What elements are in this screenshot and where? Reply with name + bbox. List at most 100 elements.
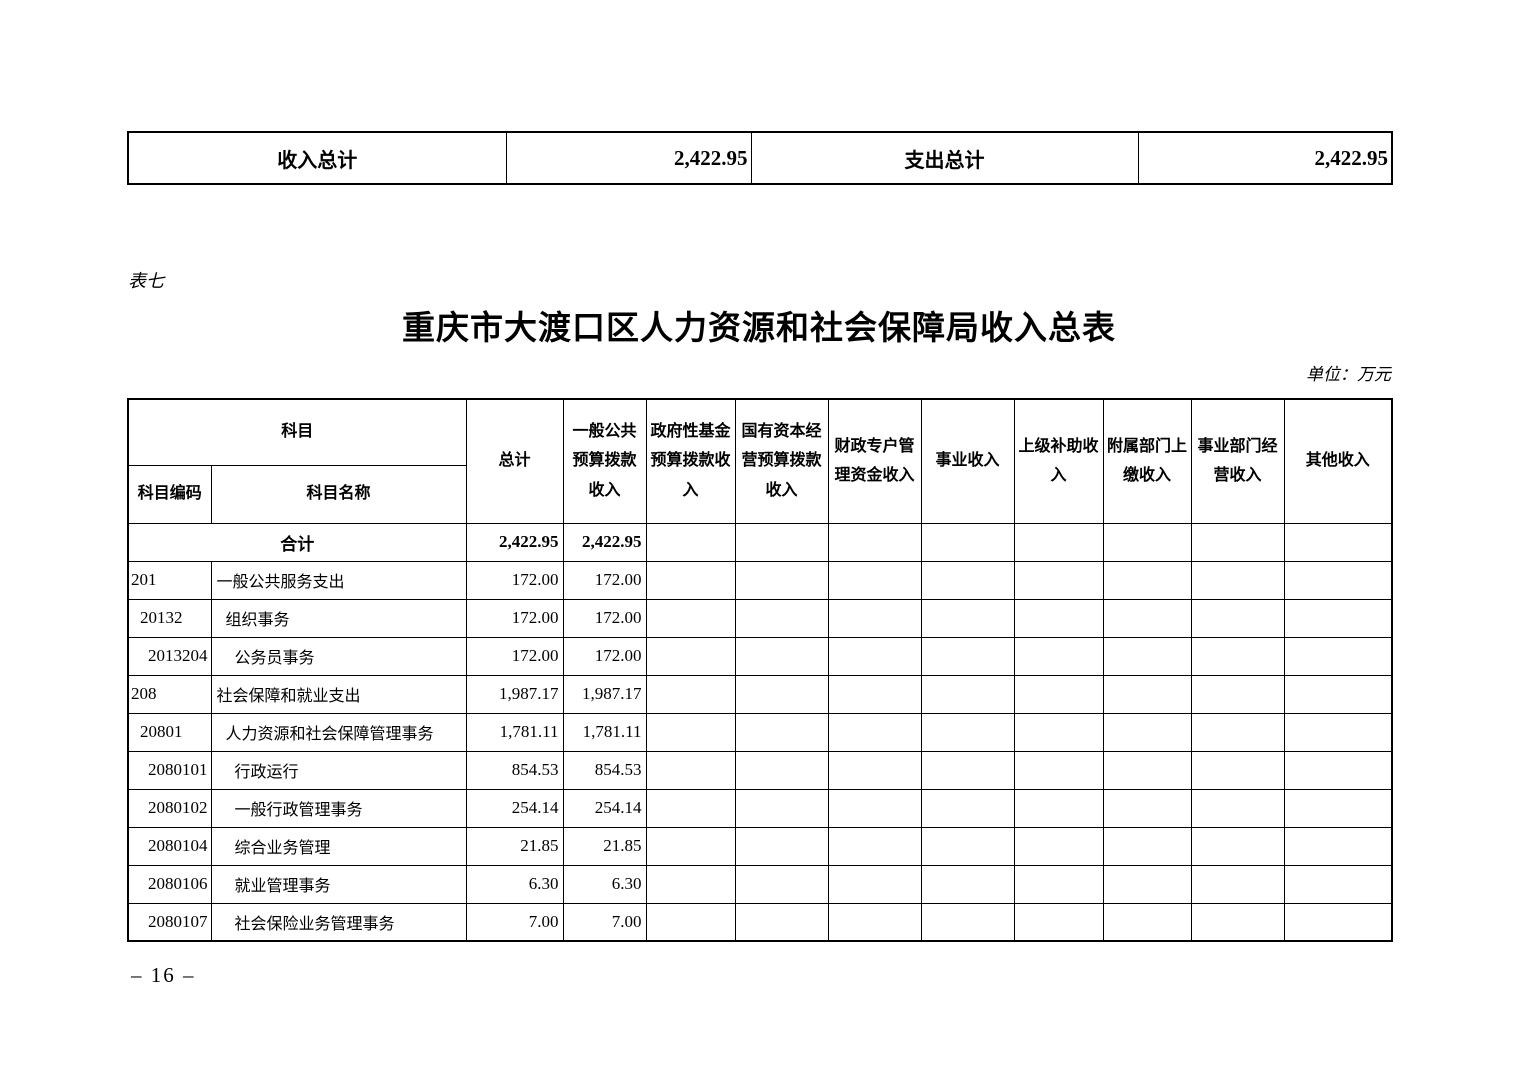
expense-total-value: 2,422.95 <box>1137 131 1393 185</box>
income-detail-table: 科目 总计 一般公共预算拨款收入 政府性基金预算拨款收入 国有资本经营预算拨款收… <box>127 398 1394 942</box>
value-cell: 6.30 <box>562 864 647 904</box>
value-cell <box>645 864 736 904</box>
value-cell: 172.00 <box>465 636 564 676</box>
total-value-cell <box>734 522 829 562</box>
total-value-cell: 2,422.95 <box>465 522 564 562</box>
column-header-fiscal-account: 财政专户管理资金收入 <box>827 398 922 524</box>
value-cell <box>827 712 922 752</box>
header-row-1: 科目 总计 一般公共预算拨款收入 政府性基金预算拨款收入 国有资本经营预算拨款收… <box>127 398 1393 524</box>
value-cell <box>1283 864 1393 904</box>
value-cell <box>1102 750 1192 790</box>
value-cell <box>734 560 829 600</box>
value-cell <box>734 598 829 638</box>
value-cell <box>827 560 922 600</box>
value-cell <box>920 864 1015 904</box>
value-cell <box>1190 560 1285 600</box>
main-table-body: 合计 2,422.95 2,422.95 201 一般公共服务支出 172.00… <box>127 522 1393 942</box>
value-cell <box>920 902 1015 942</box>
column-header-operating-income: 事业部门经营收入 <box>1190 398 1285 524</box>
subject-name-cell: 一般公共服务支出 <box>210 560 467 600</box>
income-total-value: 2,422.95 <box>505 131 752 185</box>
value-cell <box>920 674 1015 714</box>
table-row: 2080106 就业管理事务 6.30 6.30 <box>127 864 1393 904</box>
subject-name-header: 科目名称 <box>210 464 467 524</box>
subject-code-cell: 208 <box>127 674 212 714</box>
column-header-general-budget: 一般公共预算拨款收入 <box>562 398 647 524</box>
value-cell <box>920 598 1015 638</box>
subject-name-cell: 一般行政管理事务 <box>210 788 467 828</box>
value-cell <box>920 750 1015 790</box>
value-cell: 7.00 <box>465 902 564 942</box>
subject-code-cell: 2080102 <box>127 788 212 828</box>
value-cell: 1,987.17 <box>562 674 647 714</box>
value-cell <box>827 864 922 904</box>
total-row: 合计 2,422.95 2,422.95 <box>127 522 1393 562</box>
summary-row: 收入总计 2,422.95 支出总计 2,422.95 <box>127 131 1393 185</box>
value-cell <box>645 674 736 714</box>
value-cell <box>827 674 922 714</box>
table-row: 2080104 综合业务管理 21.85 21.85 <box>127 826 1393 866</box>
value-cell <box>645 636 736 676</box>
value-cell <box>920 560 1015 600</box>
total-value-cell <box>1102 522 1192 562</box>
column-header-state-capital: 国有资本经营预算拨款收入 <box>734 398 829 524</box>
value-cell: 172.00 <box>465 598 564 638</box>
table-row: 20801 人力资源和社会保障管理事务 1,781.11 1,781.11 <box>127 712 1393 752</box>
value-cell: 1,781.11 <box>562 712 647 752</box>
value-cell <box>1102 598 1192 638</box>
table-row: 20132 组织事务 172.00 172.00 <box>127 598 1393 638</box>
unit-note: 单位：万元 <box>1306 365 1391 384</box>
value-cell <box>1283 788 1393 828</box>
subject-header: 科目 <box>127 398 467 466</box>
value-cell <box>1102 864 1192 904</box>
value-cell <box>1283 560 1393 600</box>
value-cell <box>1013 598 1104 638</box>
value-cell <box>734 902 829 942</box>
value-cell <box>734 864 829 904</box>
value-cell: 172.00 <box>562 560 647 600</box>
column-header-gov-fund: 政府性基金预算拨款收入 <box>645 398 736 524</box>
value-cell: 172.00 <box>465 560 564 600</box>
total-value-cell <box>1283 522 1393 562</box>
value-cell <box>1102 636 1192 676</box>
value-cell <box>645 902 736 942</box>
column-header-subordinate-remit: 附属部门上缴收入 <box>1102 398 1192 524</box>
value-cell <box>920 826 1015 866</box>
page-title: 重庆市大渡口区人力资源和社会保障局收入总表 <box>402 311 1116 347</box>
value-cell <box>827 636 922 676</box>
subject-name-cell: 公务员事务 <box>210 636 467 676</box>
value-cell <box>1102 674 1192 714</box>
value-cell <box>1190 750 1285 790</box>
value-cell <box>1013 712 1104 752</box>
summary-table: 收入总计 2,422.95 支出总计 2,422.95 <box>127 131 1393 185</box>
total-value-cell <box>920 522 1015 562</box>
table-tag: 表七 <box>128 271 164 291</box>
value-cell <box>1102 788 1192 828</box>
column-header-superior-subsidy: 上级补助收入 <box>1013 398 1104 524</box>
value-cell <box>734 636 829 676</box>
income-total-label: 收入总计 <box>127 131 507 185</box>
value-cell: 254.14 <box>465 788 564 828</box>
value-cell <box>1190 902 1285 942</box>
value-cell: 854.53 <box>465 750 564 790</box>
value-cell <box>1190 598 1285 638</box>
subject-name-cell: 社会保障和就业支出 <box>210 674 467 714</box>
value-cell: 21.85 <box>465 826 564 866</box>
value-cell <box>1102 902 1192 942</box>
value-cell: 172.00 <box>562 636 647 676</box>
value-cell <box>734 712 829 752</box>
total-value-cell <box>827 522 922 562</box>
subject-code-header: 科目编码 <box>127 464 212 524</box>
total-row-label: 合计 <box>127 522 467 562</box>
subject-name-cell: 人力资源和社会保障管理事务 <box>210 712 467 752</box>
value-cell <box>1190 826 1285 866</box>
value-cell <box>645 712 736 752</box>
expense-total-label: 支出总计 <box>750 131 1139 185</box>
subject-code-cell: 201 <box>127 560 212 600</box>
subject-code-cell: 2080106 <box>127 864 212 904</box>
value-cell <box>734 750 829 790</box>
subject-name-cell: 社会保险业务管理事务 <box>210 902 467 942</box>
subject-code-cell: 2080104 <box>127 826 212 866</box>
value-cell <box>1013 674 1104 714</box>
value-cell <box>1283 636 1393 676</box>
